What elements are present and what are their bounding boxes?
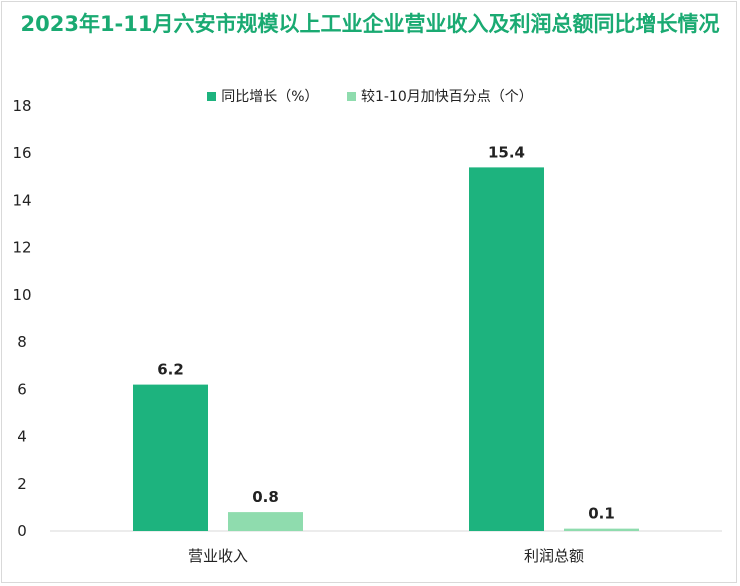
- y-tick-label: 16: [12, 144, 31, 162]
- y-tick-label: 8: [17, 333, 27, 351]
- data-label: 0.8: [252, 488, 279, 506]
- bar-1-1: [133, 384, 208, 531]
- y-tick-label: 12: [12, 239, 31, 257]
- y-tick-label: 14: [12, 191, 31, 209]
- bar-2-2: [564, 528, 639, 531]
- x-category-label: 利润总额: [524, 547, 584, 565]
- y-tick-label: 10: [12, 286, 31, 304]
- data-label: 0.1: [588, 505, 615, 523]
- y-tick-label: 4: [17, 428, 27, 446]
- y-tick-label: 0: [17, 522, 27, 540]
- chart-legend: 同比增长（%） 较1-10月加快百分点（个）: [0, 86, 740, 106]
- y-tick-label: 6: [17, 380, 27, 398]
- bar-2-1: [228, 512, 303, 531]
- chart-title: 2023年1-11月六安市规模以上工业企业营业收入及利润总额同比增长情况: [0, 10, 740, 39]
- legend-swatch-series-2: [346, 91, 356, 101]
- legend-item-series-1: 同比增长（%）: [207, 86, 319, 106]
- legend-item-series-2: 较1-10月加快百分点（个）: [346, 86, 533, 106]
- x-category-label: 营业收入: [188, 547, 248, 565]
- chart-title-text: 2023年1-11月六安市规模以上工业企业营业收入及利润总额同比增长情况: [20, 12, 720, 36]
- legend-swatch-series-1: [207, 91, 217, 101]
- data-label: 6.2: [157, 361, 184, 379]
- data-label: 15.4: [488, 143, 525, 161]
- bar-1-2: [469, 167, 544, 531]
- legend-label-series-2: 较1-10月加快百分点（个）: [360, 89, 533, 105]
- y-tick-label: 2: [17, 475, 27, 493]
- y-tick-label: 18: [12, 97, 31, 115]
- legend-label-series-1: 同比增长（%）: [221, 89, 319, 105]
